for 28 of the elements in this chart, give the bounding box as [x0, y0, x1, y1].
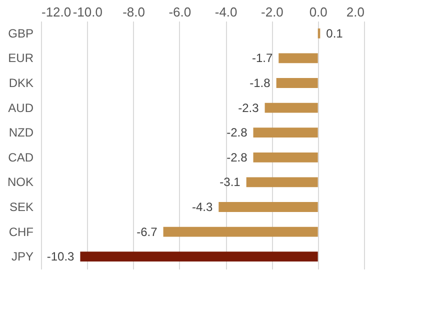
x-tick-label: -8.0	[122, 4, 145, 20]
data-label: -6.7	[136, 224, 158, 239]
x-tick-label: -10.0	[72, 4, 102, 20]
y-tick-label: DKK	[8, 76, 34, 90]
data-label: 0.1	[326, 26, 344, 40]
x-tick-label: -12.0	[42, 4, 72, 20]
x-tick-label: 2.0	[346, 4, 364, 20]
x-tick-label: -6.0	[168, 4, 192, 20]
data-label: -4.3	[192, 200, 213, 214]
data-label: -3.1	[220, 175, 241, 190]
y-tick-label: AUD	[8, 100, 34, 115]
y-tick-label: GBP	[8, 26, 34, 40]
data-label: -2.8	[226, 150, 248, 164]
data-label: -1.7	[252, 51, 273, 66]
x-tick-label: 0.0	[309, 4, 328, 20]
y-tick-label: JPY	[11, 250, 34, 264]
data-label: -2.8	[226, 126, 248, 140]
y-tick-label: SEK	[9, 200, 34, 214]
x-tick-label: -2.0	[261, 4, 284, 20]
y-tick-label: CAD	[8, 150, 34, 164]
data-label: -1.8	[250, 76, 271, 90]
data-label: -10.3	[46, 250, 75, 264]
data-label: -2.3	[238, 100, 260, 115]
y-tick-label: CHF	[8, 224, 34, 239]
y-tick-label: EUR	[8, 51, 34, 66]
y-tick-label: NOK	[7, 175, 34, 190]
x-tick-label: -4.0	[214, 4, 238, 20]
y-tick-label: NZD	[8, 126, 34, 140]
